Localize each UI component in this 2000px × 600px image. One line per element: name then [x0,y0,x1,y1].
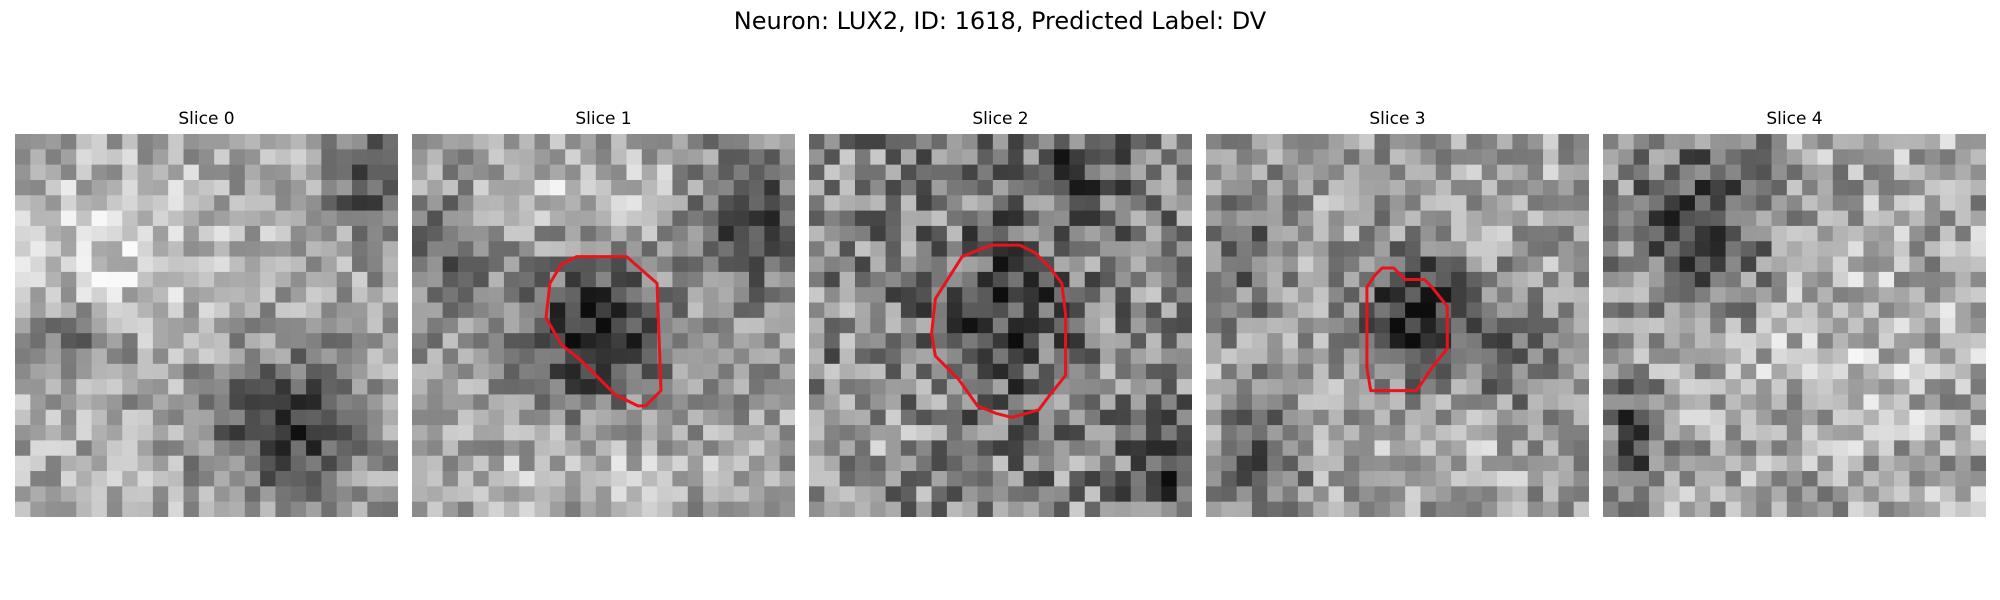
slice-panel-0: Slice 0 [15,0,398,520]
slice-title-2: Slice 2 [972,109,1029,129]
slice-panel-2: Slice 2 [809,0,1192,520]
slice-panel-3: Slice 3 [1206,0,1589,520]
slice-image-0 [15,134,398,517]
slice-image-1 [412,134,795,517]
roi-contour [544,255,663,408]
slice-title-1: Slice 1 [575,109,632,129]
slice-panel-4: Slice 4 [1603,0,1986,520]
slice-title-0: Slice 0 [178,109,235,129]
roi-contour [1365,266,1449,393]
slice-image-2 [809,134,1192,517]
slice-title-4: Slice 4 [1766,109,1823,129]
slice-title-3: Slice 3 [1369,109,1426,129]
slice-image-4 [1603,134,1986,517]
roi-contour [930,243,1068,419]
slice-panel-1: Slice 1 [412,0,795,520]
figure-title: Neuron: LUX2, ID: 1618, Predicted Label:… [733,7,1267,35]
slice-image-3 [1206,134,1589,517]
